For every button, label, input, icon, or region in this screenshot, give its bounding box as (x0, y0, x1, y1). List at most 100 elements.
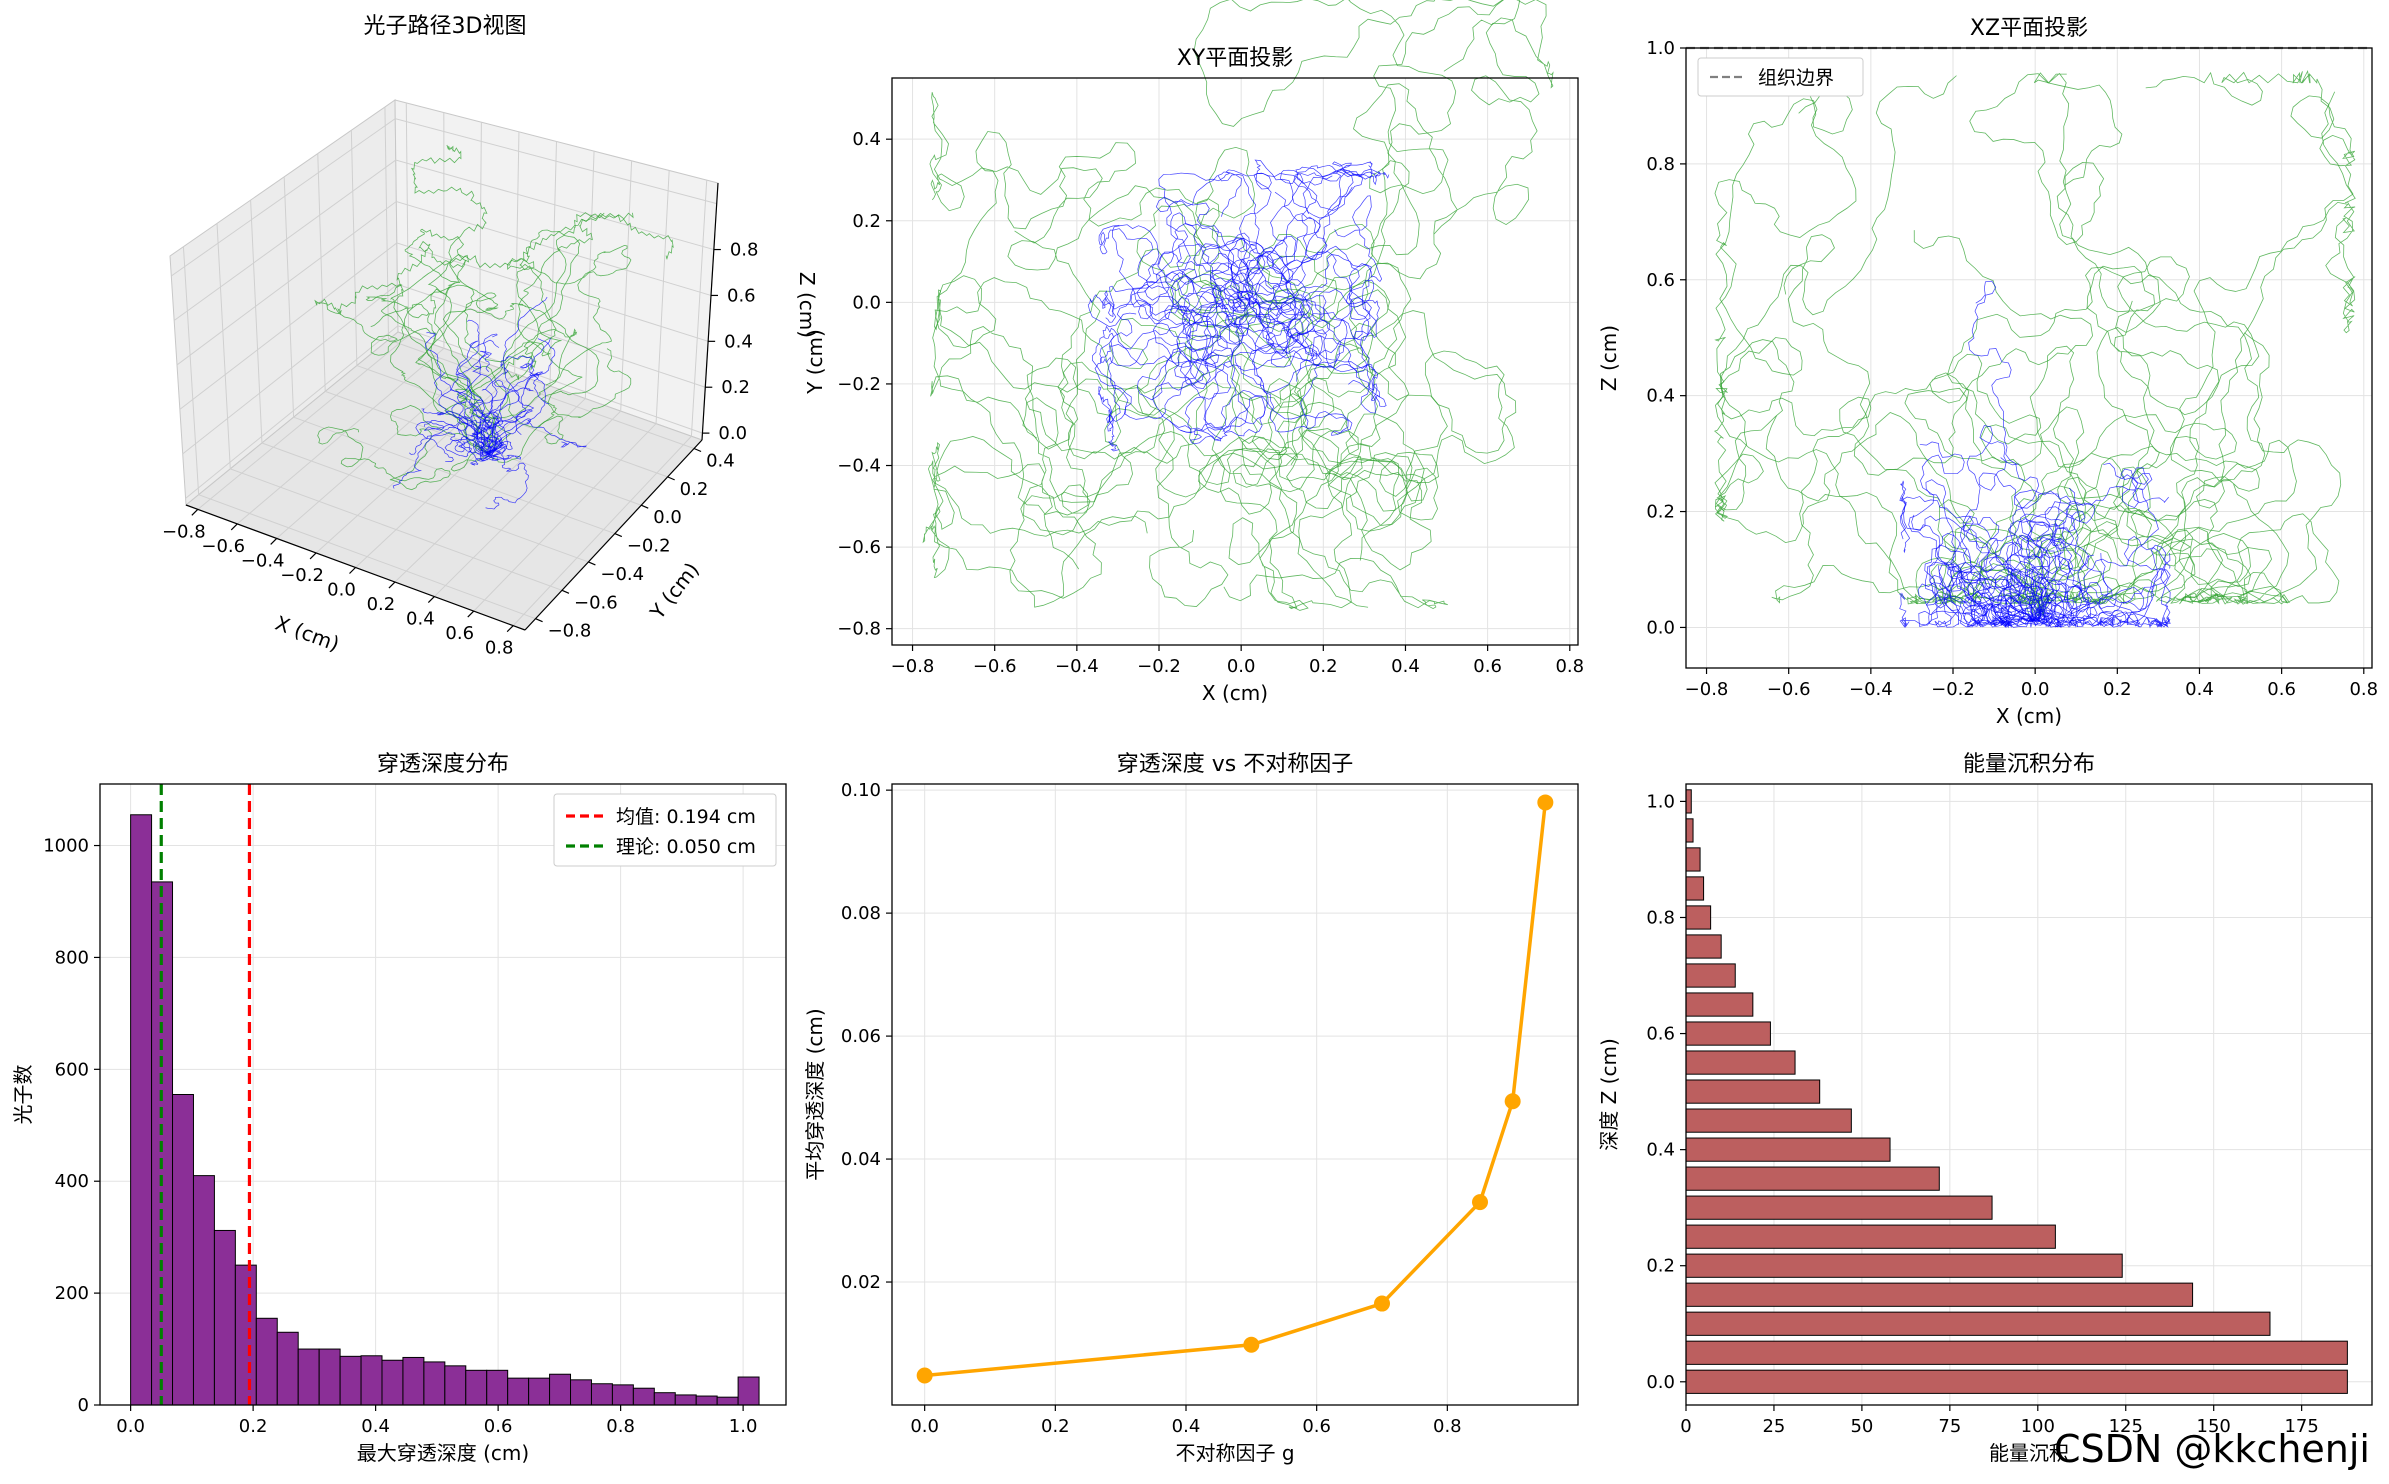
histogram-bar (590, 1383, 613, 1406)
x-tick-label: −0.2 (1931, 679, 1975, 700)
grid-line-x (473, 423, 657, 612)
path-blue (481, 355, 533, 453)
grid-line-x (197, 335, 409, 510)
data-point (1472, 1194, 1488, 1211)
path-blue (1094, 290, 1228, 420)
energy-bar (1685, 1224, 2056, 1249)
path-green (1980, 91, 2356, 616)
x-tick-label: 150 (2197, 1416, 2231, 1437)
grid-line-y (198, 494, 536, 620)
grid-line-y (261, 442, 589, 563)
y-tick-label: 0.8 (1646, 907, 1675, 928)
path-green (1023, 203, 1448, 610)
depth-line (924, 802, 1548, 1378)
y-tick-label: 0.08 (841, 903, 881, 924)
z-axis-label: Z (cm) (795, 272, 819, 338)
path-blue (492, 418, 588, 450)
x-tick-label: 0.2 (239, 1416, 268, 1437)
histogram-bar (653, 1392, 676, 1406)
path-blue (481, 372, 550, 454)
x-tick-label: 0.4 (1391, 656, 1420, 677)
photon-paths-3d (314, 144, 674, 510)
path-blue (423, 411, 499, 453)
grid-line-z (179, 242, 709, 410)
data-point (1374, 1295, 1390, 1312)
y-axis-label: Y (cm) (803, 329, 827, 395)
z-tick-label: 0.4 (724, 331, 753, 352)
histogram-bar (318, 1348, 341, 1406)
legend: 均值: 0.194 cm 理论: 0.050 cm (553, 793, 777, 867)
histogram-bar (423, 1361, 446, 1406)
path-green (922, 289, 1410, 608)
path-blue (1911, 513, 2065, 622)
path-blue (425, 332, 498, 455)
x-tick (427, 596, 435, 603)
x-tick (230, 523, 238, 531)
chart-title: 光子路径3D视图 (364, 14, 527, 39)
grid (892, 784, 1578, 1405)
histogram-bar (570, 1379, 592, 1406)
x-tick-label: 0.2 (2103, 679, 2132, 700)
grid-line-y (182, 246, 200, 495)
path-blue (409, 432, 492, 456)
x-tick (191, 508, 199, 516)
energy-bar (1685, 1050, 1796, 1075)
path-blue (1137, 302, 1315, 401)
energy-bar (1685, 1195, 1993, 1220)
y-tick-label: 1.0 (1646, 38, 1675, 59)
x-tick (506, 625, 514, 633)
path-blue (1937, 565, 2033, 628)
histogram-bar (507, 1377, 530, 1406)
x-axis-label: X (cm) (1996, 704, 2062, 728)
energy-bar (1685, 789, 1692, 814)
path-green (1228, 302, 1439, 611)
x-tick-label: 0.2 (367, 594, 396, 615)
histogram-bar (213, 1229, 236, 1406)
path-green (365, 240, 495, 452)
legend-label: 理论: 0.050 cm (616, 836, 756, 858)
path-green (317, 405, 492, 491)
path-blue (1130, 251, 1246, 322)
y-tick (535, 618, 543, 623)
y-tick-label: 1.0 (1646, 791, 1675, 812)
x-tick-label: 100 (2021, 1416, 2055, 1437)
x-tick-label: 0.6 (484, 1416, 513, 1437)
grid-line-y (350, 130, 358, 366)
energy-bar (1685, 847, 1701, 872)
y-tick (667, 476, 675, 481)
z-tick-label: 0.2 (721, 377, 750, 398)
path-blue (1959, 561, 2049, 626)
energy-bar (1685, 1021, 1771, 1046)
path-green (2029, 70, 2356, 616)
path-green (444, 235, 632, 451)
path-blue (444, 436, 490, 458)
x-tick-label: 0.0 (2021, 679, 2050, 700)
path-blue (1112, 224, 1243, 434)
y-tick-label: 0.4 (1646, 1140, 1675, 1161)
grid-line-z (176, 200, 712, 366)
plot-frame (1685, 47, 2373, 669)
y-tick-label: −0.6 (837, 537, 881, 558)
histogram-bar (402, 1356, 425, 1406)
y-tick-label: 0.0 (852, 292, 881, 313)
path-green (1007, 185, 1517, 466)
path-blue (1193, 237, 1318, 362)
plot-area (922, 0, 1554, 611)
path-blue (2036, 544, 2167, 628)
x-tick-label: 0.8 (485, 638, 514, 659)
grid-line-x (405, 102, 410, 336)
path-green (1169, 274, 1515, 561)
watermark: CSDN @kkchenji (2054, 1427, 2370, 1471)
x-tick-label: 0.4 (361, 1416, 390, 1437)
y-tick-label: 0.2 (852, 211, 881, 232)
histogram-bar (486, 1369, 509, 1406)
y-tick-label: 400 (55, 1171, 89, 1192)
data-point (1537, 794, 1554, 811)
grid-line-x (276, 360, 480, 539)
y-axis-label: 深度 Z (cm) (1597, 1038, 1621, 1151)
x-tick-label: 0.2 (1309, 656, 1338, 677)
energy-bar (1685, 1369, 2348, 1394)
energy-bar (1685, 818, 1694, 843)
y-tick-label: −0.2 (837, 374, 881, 395)
